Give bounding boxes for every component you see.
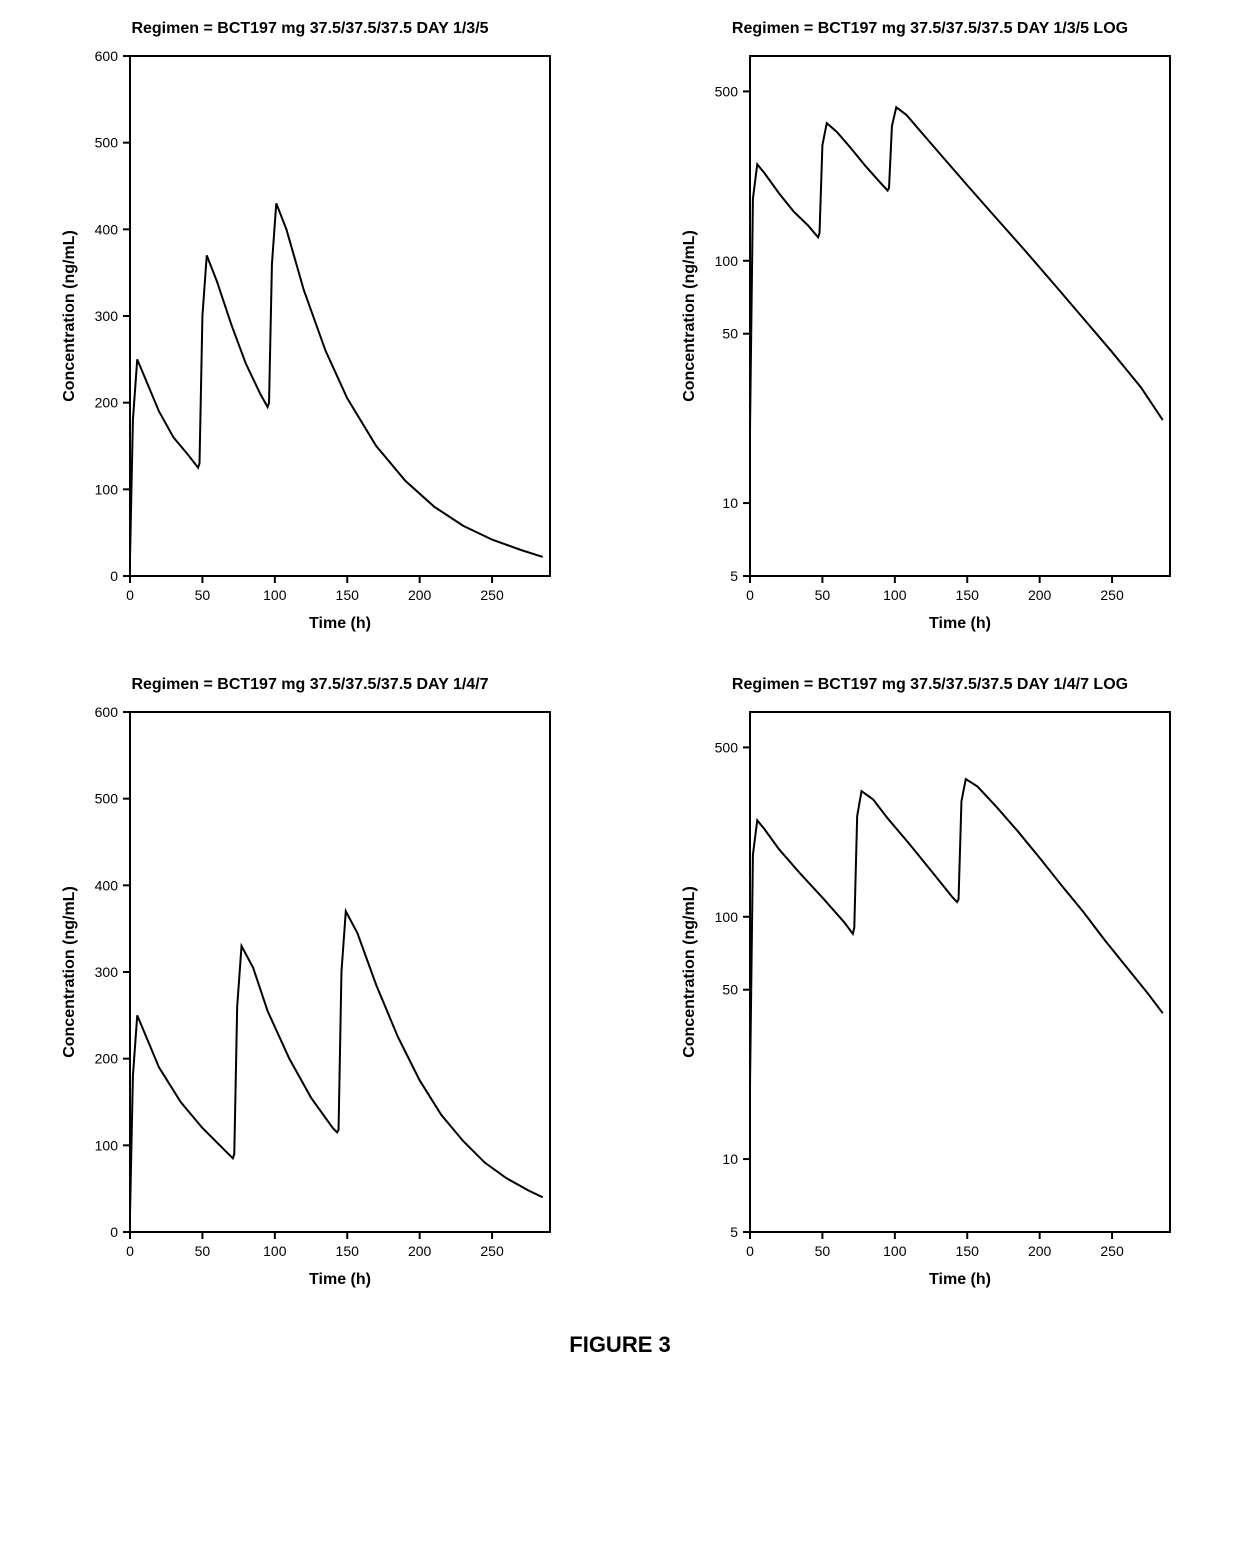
svg-text:200: 200: [408, 1243, 432, 1259]
svg-text:500: 500: [715, 83, 739, 99]
svg-text:600: 600: [95, 704, 119, 720]
svg-text:0: 0: [746, 587, 754, 603]
svg-text:150: 150: [336, 1243, 360, 1259]
panel-2-plot: 0 50 100 150 200 250 0 100 200 300 400 500 600 Time (…: [50, 702, 570, 1302]
svg-text:5: 5: [730, 1224, 738, 1240]
svg-text:100: 100: [95, 1137, 119, 1153]
svg-text:100: 100: [263, 1243, 287, 1259]
svg-text:100: 100: [263, 587, 287, 603]
svg-text:50: 50: [815, 587, 831, 603]
svg-text:5: 5: [730, 568, 738, 584]
panel-1-title: Regimen = BCT197 mg 37.5/37.5/37.5 DAY 1…: [732, 20, 1128, 38]
panel-3-title: Regimen = BCT197 mg 37.5/37.5/37.5 DAY 1…: [732, 676, 1128, 694]
svg-text:0: 0: [126, 587, 134, 603]
svg-text:150: 150: [956, 587, 980, 603]
svg-text:0: 0: [746, 1243, 754, 1259]
panel-0-title: Regimen = BCT197 mg 37.5/37.5/37.5 DAY 1…: [131, 20, 488, 38]
svg-text:400: 400: [95, 221, 119, 237]
svg-text:Time (h): Time (h): [309, 1271, 371, 1288]
svg-text:250: 250: [1100, 587, 1124, 603]
svg-text:0: 0: [110, 1224, 118, 1240]
svg-text:Time (h): Time (h): [309, 615, 371, 632]
svg-text:100: 100: [715, 909, 739, 925]
svg-text:500: 500: [715, 739, 739, 755]
panel-1: Regimen = BCT197 mg 37.5/37.5/37.5 DAY 1…: [640, 20, 1220, 646]
svg-text:50: 50: [815, 1243, 831, 1259]
svg-text:150: 150: [956, 1243, 980, 1259]
svg-text:50: 50: [722, 326, 738, 342]
figure-caption: FIGURE 3: [20, 1332, 1220, 1358]
svg-text:200: 200: [95, 395, 119, 411]
svg-text:50: 50: [195, 587, 211, 603]
panel-3: Regimen = BCT197 mg 37.5/37.5/37.5 DAY 1…: [640, 676, 1220, 1302]
svg-text:10: 10: [722, 495, 738, 511]
svg-text:200: 200: [1028, 1243, 1052, 1259]
svg-text:400: 400: [95, 877, 119, 893]
svg-text:300: 300: [95, 964, 119, 980]
svg-text:200: 200: [408, 587, 432, 603]
svg-text:250: 250: [1100, 1243, 1124, 1259]
svg-text:Time (h): Time (h): [929, 1271, 991, 1288]
svg-text:Concentration (ng/mL): Concentration (ng/mL): [681, 230, 698, 402]
svg-text:0: 0: [126, 1243, 134, 1259]
svg-text:100: 100: [883, 1243, 907, 1259]
svg-text:500: 500: [95, 791, 119, 807]
svg-text:200: 200: [95, 1051, 119, 1067]
svg-text:50: 50: [195, 1243, 211, 1259]
svg-text:Concentration (ng/mL): Concentration (ng/mL): [681, 886, 698, 1058]
svg-text:150: 150: [336, 587, 360, 603]
svg-text:10: 10: [722, 1151, 738, 1167]
svg-text:100: 100: [883, 587, 907, 603]
panel-1-plot: 0 50 100 150 200 250 5 10 50 100 500 Time (h) Concen…: [670, 46, 1190, 646]
panel-2: Regimen = BCT197 mg 37.5/37.5/37.5 DAY 1…: [20, 676, 600, 1302]
svg-text:500: 500: [95, 135, 119, 151]
svg-text:0: 0: [110, 568, 118, 584]
svg-text:Concentration (ng/mL): Concentration (ng/mL): [61, 230, 78, 402]
svg-text:Concentration (ng/mL): Concentration (ng/mL): [61, 886, 78, 1058]
svg-text:250: 250: [480, 1243, 504, 1259]
svg-text:100: 100: [95, 481, 119, 497]
svg-text:Time (h): Time (h): [929, 615, 991, 632]
panel-2-title: Regimen = BCT197 mg 37.5/37.5/37.5 DAY 1…: [131, 676, 488, 694]
svg-text:100: 100: [715, 253, 739, 269]
panel-3-plot: 0 50 100 150 200 250 5 10 50 100 500 Time (h) Concen…: [670, 702, 1190, 1302]
svg-text:300: 300: [95, 308, 119, 324]
panel-0: Regimen = BCT197 mg 37.5/37.5/37.5 DAY 1…: [20, 20, 600, 646]
svg-text:200: 200: [1028, 587, 1052, 603]
chart-grid: Regimen = BCT197 mg 37.5/37.5/37.5 DAY 1…: [20, 20, 1220, 1302]
svg-text:250: 250: [480, 587, 504, 603]
panel-0-plot: 0 50 100 150 200 250 0 100 200 300 400 500 600 Time (…: [50, 46, 570, 646]
svg-text:600: 600: [95, 48, 119, 64]
svg-text:50: 50: [722, 982, 738, 998]
